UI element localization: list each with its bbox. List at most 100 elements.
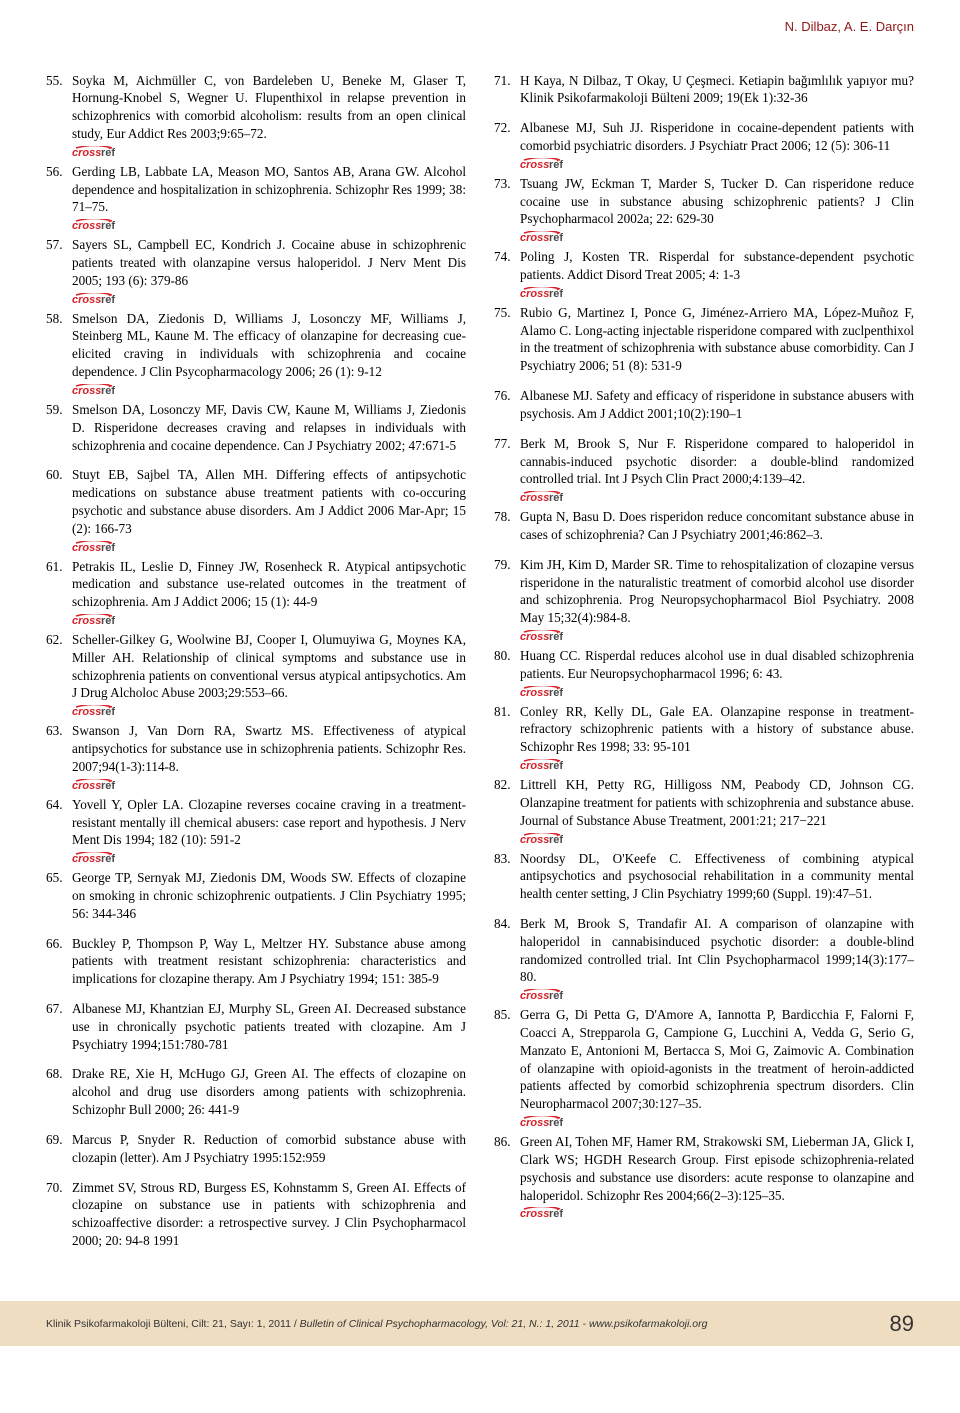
reference-item: 71.H Kaya, N Dilbaz, T Okay, U Çeşmeci. … — [494, 72, 914, 108]
crossref-icon[interactable]: cross ref — [520, 630, 914, 642]
reference-text: Yovell Y, Opler LA. Clozapine reverses c… — [72, 796, 466, 849]
spacer — [494, 426, 914, 435]
crossref-icon[interactable]: cross ref — [72, 779, 466, 791]
author-header: N. Dilbaz, A. E. Darçın — [46, 18, 914, 36]
crossref-icon[interactable]: cross ref — [520, 833, 914, 845]
reference-number: 63. — [46, 722, 72, 775]
reference-text: Gerra G, Di Petta G, D'Amore A, Iannotta… — [520, 1006, 914, 1113]
svg-text:ref: ref — [101, 220, 115, 231]
reference-number: 62. — [46, 631, 72, 702]
svg-text:ref: ref — [549, 687, 563, 698]
crossref-icon[interactable]: cross ref — [72, 614, 466, 626]
crossref-icon[interactable]: cross ref — [520, 231, 914, 243]
crossref-icon[interactable]: cross ref — [520, 287, 914, 299]
svg-text:ref: ref — [549, 492, 563, 503]
reference-text: Kim JH, Kim D, Marder SR. Time to rehosp… — [520, 556, 914, 627]
crossref-icon[interactable]: cross ref — [72, 705, 466, 717]
crossref-icon[interactable]: cross ref — [520, 158, 914, 170]
reference-number: 57. — [46, 236, 72, 289]
reference-item: 67.Albanese MJ, Khantzian EJ, Murphy SL,… — [46, 1000, 466, 1053]
footer-citation: Klinik Psikofarmakoloji Bülteni, Cilt: 2… — [46, 1317, 707, 1331]
svg-text:ref: ref — [549, 990, 563, 1001]
reference-item: 61.Petrakis IL, Leslie D, Finney JW, Ros… — [46, 558, 466, 611]
reference-number: 67. — [46, 1000, 72, 1053]
reference-number: 84. — [494, 915, 520, 986]
reference-item: 82.Littrell KH, Petty RG, Hilligoss NM, … — [494, 776, 914, 829]
reference-text: Stuyt EB, Sajbel TA, Allen MH. Differing… — [72, 466, 466, 537]
reference-text: Poling J, Kosten TR. Risperdal for subst… — [520, 248, 914, 284]
reference-item: 76.Albanese MJ. Safety and efficacy of r… — [494, 387, 914, 423]
svg-text:ref: ref — [101, 706, 115, 717]
reference-item: 57.Sayers SL, Campbell EC, Kondrich J. C… — [46, 236, 466, 289]
reference-text: Albanese MJ, Khantzian EJ, Murphy SL, Gr… — [72, 1000, 466, 1053]
crossref-icon[interactable]: cross ref — [72, 384, 466, 396]
svg-text:ref: ref — [549, 159, 563, 170]
reference-number: 55. — [46, 72, 72, 143]
reference-item: 65.George TP, Sernyak MJ, Ziedonis DM, W… — [46, 869, 466, 922]
reference-text: Soyka M, Aichmüller C, von Bardeleben U,… — [72, 72, 466, 143]
reference-item: 77.Berk M, Brook S, Nur F. Risperidone c… — [494, 435, 914, 488]
reference-number: 79. — [494, 556, 520, 627]
svg-text:ref: ref — [101, 294, 115, 305]
reference-item: 84.Berk M, Brook S, Trandafir AI. A comp… — [494, 915, 914, 986]
reference-text: Petrakis IL, Leslie D, Finney JW, Rosenh… — [72, 558, 466, 611]
spacer — [46, 1056, 466, 1065]
reference-text: George TP, Sernyak MJ, Ziedonis DM, Wood… — [72, 869, 466, 922]
page-content: N. Dilbaz, A. E. Darçın 55.Soyka M, Aich… — [0, 0, 960, 1253]
crossref-icon[interactable]: cross ref — [72, 146, 466, 158]
reference-number: 77. — [494, 435, 520, 488]
reference-item: 78.Gupta N, Basu D. Does risperidon redu… — [494, 508, 914, 544]
reference-text: Green AI, Tohen MF, Hamer RM, Strakowski… — [520, 1133, 914, 1204]
page-footer: Klinik Psikofarmakoloji Bülteni, Cilt: 2… — [0, 1301, 960, 1347]
reference-item: 64.Yovell Y, Opler LA. Clozapine reverse… — [46, 796, 466, 849]
reference-text: Noordsy DL, O'Keefe C. Effectiveness of … — [520, 850, 914, 903]
reference-number: 56. — [46, 163, 72, 216]
reference-item: 58.Smelson DA, Ziedonis D, Williams J, L… — [46, 310, 466, 381]
reference-text: H Kaya, N Dilbaz, T Okay, U Çeşmeci. Ket… — [520, 72, 914, 108]
reference-number: 68. — [46, 1065, 72, 1118]
reference-text: Swanson J, Van Dorn RA, Swartz MS. Effec… — [72, 722, 466, 775]
reference-item: 56.Gerding LB, Labbate LA, Meason MO, Sa… — [46, 163, 466, 216]
crossref-icon[interactable]: cross ref — [520, 759, 914, 771]
reference-number: 70. — [46, 1179, 72, 1250]
svg-text:ref: ref — [549, 288, 563, 299]
crossref-icon[interactable]: cross ref — [520, 989, 914, 1001]
svg-text:ref: ref — [549, 760, 563, 771]
reference-item: 73.Tsuang JW, Eckman T, Marder S, Tucker… — [494, 175, 914, 228]
spacer — [46, 1170, 466, 1179]
spacer — [494, 378, 914, 387]
reference-item: 72.Albanese MJ, Suh JJ. Risperidone in c… — [494, 119, 914, 155]
crossref-icon[interactable]: cross ref — [520, 686, 914, 698]
reference-number: 83. — [494, 850, 520, 903]
reference-text: Huang CC. Risperdal reduces alcohol use … — [520, 647, 914, 683]
reference-number: 66. — [46, 935, 72, 988]
svg-text:ref: ref — [101, 780, 115, 791]
crossref-icon[interactable]: cross ref — [520, 1116, 914, 1128]
reference-text: Gerding LB, Labbate LA, Meason MO, Santo… — [72, 163, 466, 216]
crossref-icon[interactable]: cross ref — [72, 852, 466, 864]
reference-columns: 55.Soyka M, Aichmüller C, von Bardeleben… — [46, 72, 914, 1253]
svg-text:ref: ref — [549, 834, 563, 845]
reference-text: Rubio G, Martinez I, Ponce G, Jiménez-Ar… — [520, 304, 914, 375]
reference-item: 75.Rubio G, Martinez I, Ponce G, Jiménez… — [494, 304, 914, 375]
reference-item: 86.Green AI, Tohen MF, Hamer RM, Strakow… — [494, 1133, 914, 1204]
reference-text: Smelson DA, Ziedonis D, Williams J, Loso… — [72, 310, 466, 381]
reference-number: 69. — [46, 1131, 72, 1167]
reference-number: 75. — [494, 304, 520, 375]
reference-number: 86. — [494, 1133, 520, 1204]
page-number: 89 — [890, 1309, 914, 1339]
svg-text:ref: ref — [549, 1117, 563, 1128]
reference-number: 65. — [46, 869, 72, 922]
crossref-icon[interactable]: cross ref — [520, 1207, 914, 1219]
reference-number: 85. — [494, 1006, 520, 1113]
reference-text: Marcus P, Snyder R. Reduction of comorbi… — [72, 1131, 466, 1167]
reference-item: 55.Soyka M, Aichmüller C, von Bardeleben… — [46, 72, 466, 143]
crossref-icon[interactable]: cross ref — [72, 541, 466, 553]
reference-number: 64. — [46, 796, 72, 849]
crossref-icon[interactable]: cross ref — [72, 219, 466, 231]
crossref-icon[interactable]: cross ref — [72, 293, 466, 305]
crossref-icon[interactable]: cross ref — [520, 491, 914, 503]
footer-tr: Klinik Psikofarmakoloji Bülteni, Cilt: 2… — [46, 1318, 300, 1330]
reference-text: Scheller-Gilkey G, Woolwine BJ, Cooper I… — [72, 631, 466, 702]
reference-number: 60. — [46, 466, 72, 537]
